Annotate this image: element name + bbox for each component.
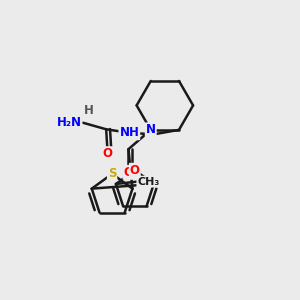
Text: O: O [103,147,112,160]
Text: O: O [130,164,140,177]
Text: H: H [83,104,93,117]
Text: O: O [124,166,134,179]
Text: CH₃: CH₃ [137,177,160,187]
Text: H₂N: H₂N [56,116,82,129]
Text: NH: NH [119,126,139,139]
Text: N: N [146,123,156,136]
Text: S: S [108,167,116,180]
